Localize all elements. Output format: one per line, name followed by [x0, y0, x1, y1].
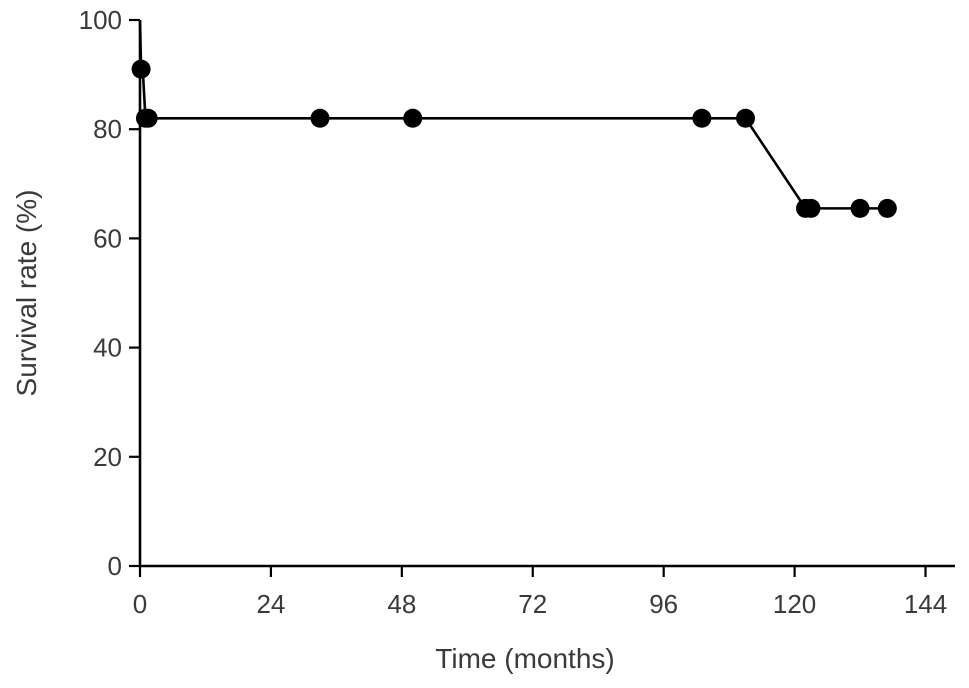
y-axis-title: Survival rate (%) [11, 190, 42, 397]
data-point [736, 108, 756, 128]
data-point [403, 108, 423, 128]
x-tick-label: 48 [387, 589, 416, 619]
x-tick-label: 144 [904, 589, 947, 619]
x-tick-label: 24 [256, 589, 285, 619]
data-point [138, 108, 158, 128]
x-axis-title: Time (months) [435, 643, 614, 674]
ticks: 0 20 40 60 80 100 0 24 48 72 96 120 144 [79, 5, 948, 619]
y-tick-label: 60 [93, 223, 122, 253]
x-tick-label: 120 [773, 589, 816, 619]
x-tick-label: 72 [518, 589, 547, 619]
y-tick-label: 20 [93, 442, 122, 472]
y-tick-label: 0 [108, 551, 122, 581]
y-tick-label: 40 [93, 333, 122, 363]
data-point [801, 198, 821, 218]
series [131, 19, 897, 218]
data-point [131, 59, 151, 79]
y-tick-label: 100 [79, 5, 122, 35]
survival-curve-line [138, 19, 888, 210]
axes [138, 20, 955, 568]
data-point [877, 198, 897, 218]
x-tick-label: 96 [649, 589, 678, 619]
x-tick-label: 0 [133, 589, 147, 619]
data-point [692, 108, 712, 128]
data-point [310, 108, 330, 128]
data-point [850, 198, 870, 218]
y-tick-label: 80 [93, 114, 122, 144]
